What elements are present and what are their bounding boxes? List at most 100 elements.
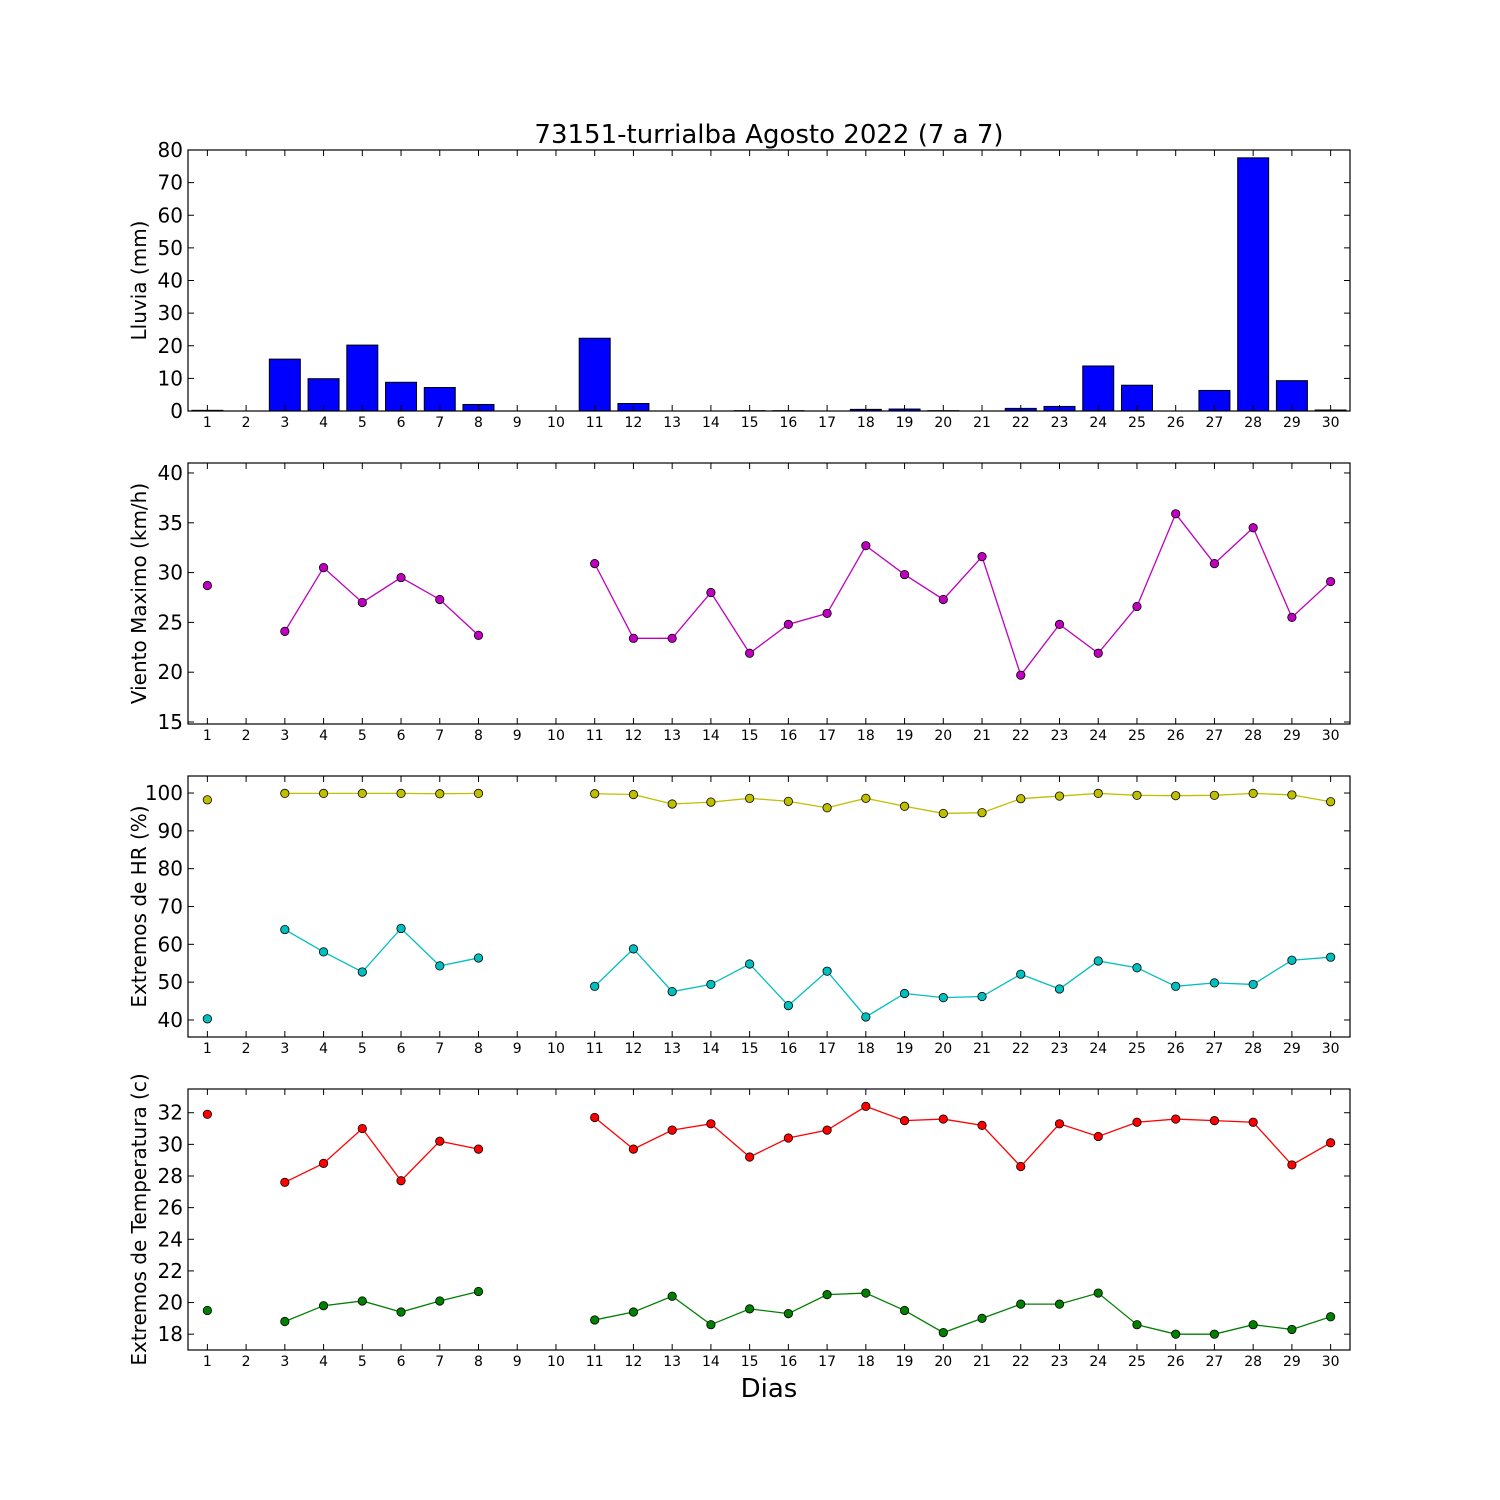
rain-xtick-label: 3: [280, 415, 289, 431]
temperature-data-point: [202, 1109, 212, 1119]
wind-xtick-label: 11: [586, 728, 604, 744]
temperature-data-point: [1016, 1161, 1026, 1172]
rain-ytick-label: 60: [158, 203, 183, 227]
humidity-data-point: [590, 789, 600, 799]
humidity-data-point: [1171, 791, 1181, 801]
humidity-data-point: [473, 788, 484, 799]
rain-ytick-label: 20: [158, 334, 183, 358]
temperature-xtick-label: 5: [358, 1354, 367, 1370]
wind-xtick-label: 28: [1244, 728, 1262, 744]
temperature-data-point: [1326, 1312, 1336, 1322]
temperature-data-point: [473, 1286, 484, 1297]
humidity-data-point: [1016, 969, 1026, 979]
rain-ytick-label: 40: [158, 269, 183, 293]
wind-data-point: [1209, 559, 1220, 569]
rain-xtick-label: 18: [857, 415, 875, 431]
temperature-data-point: [1132, 1117, 1142, 1127]
wind-xtick-label: 25: [1128, 728, 1146, 744]
humidity-data-point: [435, 961, 445, 971]
humidity-data-point: [628, 944, 639, 954]
temperature-xtick-label: 23: [1051, 1354, 1069, 1370]
rain-xtick-label: 22: [1012, 415, 1030, 431]
temperature-data-point: [396, 1307, 406, 1317]
temperature-data-point: [706, 1320, 716, 1330]
humidity-data-point: [783, 1001, 793, 1011]
humidity-data-point: [977, 991, 987, 1002]
temperature-data-point: [1054, 1119, 1065, 1129]
wind-data-point: [396, 572, 406, 583]
humidity-data-point: [745, 793, 755, 803]
wind-data-point: [202, 580, 212, 591]
temperature-xtick-label: 22: [1012, 1354, 1030, 1370]
chart-title: 73151-turrialba Agosto 2022 (7 a 7): [534, 120, 1003, 150]
rain-xtick-label: 7: [435, 415, 444, 431]
humidity-xtick-label: 25: [1128, 1041, 1146, 1057]
humidity-data-point: [1209, 978, 1220, 988]
wind-xtick-label: 22: [1012, 728, 1030, 744]
temperature-xtick-label: 15: [741, 1354, 759, 1370]
wind-data-point: [861, 541, 871, 551]
humidity-data-point: [1171, 981, 1181, 991]
temperature-xtick-label: 6: [397, 1354, 406, 1370]
rain-bar: [307, 378, 340, 412]
temperature-xtick-label: 2: [242, 1354, 251, 1370]
wind-xtick-label: 1: [203, 728, 212, 744]
temperature-data-point: [473, 1144, 484, 1154]
temperature-data-point: [706, 1119, 716, 1129]
temperature-data-point: [1248, 1320, 1258, 1330]
wind-ytick-label: 35: [158, 511, 183, 535]
humidity-data-point: [706, 979, 716, 990]
humidity-xtick-label: 4: [319, 1041, 328, 1057]
humidity-data-point: [1326, 797, 1336, 807]
rain-xtick-label: 11: [586, 415, 604, 431]
humidity-data-point: [822, 803, 832, 813]
wind-series-line: [594, 512, 1332, 677]
humidity-xtick-label: 28: [1244, 1041, 1262, 1057]
temperature-data-point: [822, 1290, 832, 1300]
humidity-xtick-label: 6: [397, 1041, 406, 1057]
temperature-data-point: [938, 1114, 948, 1124]
wind-data-point: [977, 552, 987, 562]
humidity-xtick-label: 26: [1167, 1041, 1185, 1057]
humidity-xtick-label: 27: [1206, 1041, 1224, 1057]
wind-data-point: [706, 587, 716, 598]
humidity-series-line: [594, 947, 1331, 1018]
humidity-data-point: [667, 987, 677, 997]
humidity-y-axis-label: Extremos de HR (%): [127, 805, 151, 1007]
temperature-series-line: [284, 1290, 479, 1323]
humidity-data-point: [899, 988, 910, 999]
wind-ytick-label: 40: [158, 461, 183, 485]
temperature-data-point: [977, 1120, 987, 1130]
wind-axes-frame: [187, 462, 1351, 725]
wind-xtick-label: 2: [242, 728, 251, 744]
wind-xtick-label: 23: [1051, 728, 1069, 744]
humidity-data-point: [396, 923, 406, 934]
temperature-xtick-label: 13: [663, 1354, 681, 1370]
humidity-xtick-label: 15: [741, 1041, 759, 1057]
humidity-xtick-label: 10: [547, 1041, 565, 1057]
wind-data-point: [1093, 648, 1103, 658]
wind-data-point: [1132, 601, 1142, 612]
rain-xtick-label: 5: [358, 415, 367, 431]
rain-xtick-label: 29: [1283, 415, 1301, 431]
humidity-data-point: [938, 808, 948, 819]
temperature-data-point: [590, 1315, 600, 1325]
rain-xtick-label: 2: [242, 415, 251, 431]
temperature-xtick-label: 1: [203, 1354, 212, 1370]
temperature-data-point: [1287, 1324, 1297, 1335]
humidity-data-point: [396, 788, 406, 799]
temperature-data-point: [1209, 1329, 1220, 1339]
humidity-ytick-label: 90: [158, 819, 183, 843]
rain-y-axis-label: Lluvia (mm): [127, 221, 151, 341]
rain-xtick-label: 17: [818, 415, 836, 431]
rain-xtick-label: 9: [513, 415, 522, 431]
wind-data-point: [628, 633, 639, 643]
humidity-data-point: [667, 799, 677, 809]
temperature-data-point: [977, 1313, 987, 1323]
humidity-data-point: [899, 801, 910, 811]
wind-data-point: [822, 608, 832, 619]
wind-data-point: [745, 648, 755, 658]
wind-xtick-label: 26: [1167, 728, 1185, 744]
wind-data-point: [1248, 523, 1258, 533]
